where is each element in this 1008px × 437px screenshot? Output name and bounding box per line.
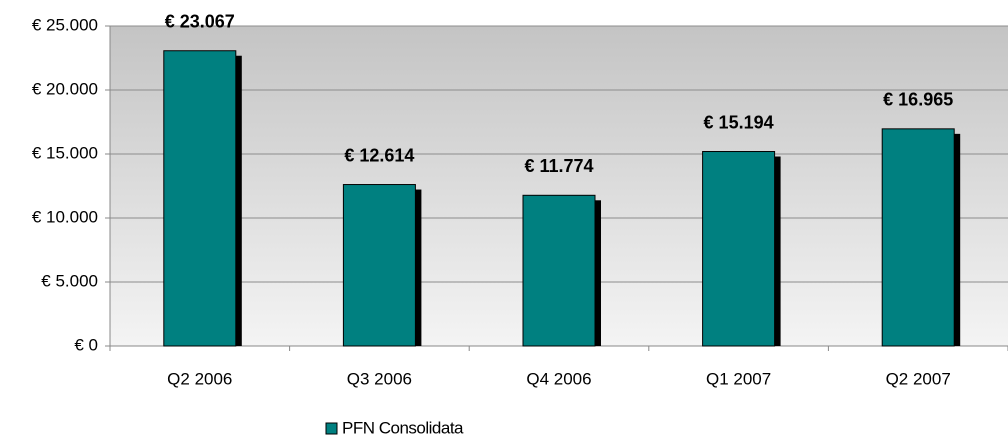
y-tick-label: € 25.000 <box>32 15 98 34</box>
bar <box>702 151 776 347</box>
legend-swatch <box>325 422 338 435</box>
x-tick-label: Q2 2006 <box>167 369 232 388</box>
bar <box>163 50 237 347</box>
data-label: € 11.774 <box>524 156 593 176</box>
x-tick-label: Q2 2007 <box>886 369 951 388</box>
bar <box>522 194 596 347</box>
data-label: € 12.614 <box>344 145 414 165</box>
y-tick-label: € 5.000 <box>41 271 98 290</box>
data-label: € 15.194 <box>704 112 774 132</box>
bar <box>881 128 955 347</box>
x-tick-label: Q1 2007 <box>706 369 771 388</box>
y-tick-label: € 0 <box>74 335 98 354</box>
data-label: € 23.067 <box>165 11 235 31</box>
bar <box>342 184 416 347</box>
y-tick-label: € 10.000 <box>32 207 98 226</box>
x-tick-label: Q4 2006 <box>526 369 591 388</box>
x-tick-label: Q3 2006 <box>347 369 412 388</box>
legend-label: PFN Consolidata <box>342 418 464 437</box>
y-tick-label: € 15.000 <box>32 143 98 162</box>
data-label: € 16.965 <box>883 90 953 110</box>
y-tick-label: € 20.000 <box>32 79 98 98</box>
